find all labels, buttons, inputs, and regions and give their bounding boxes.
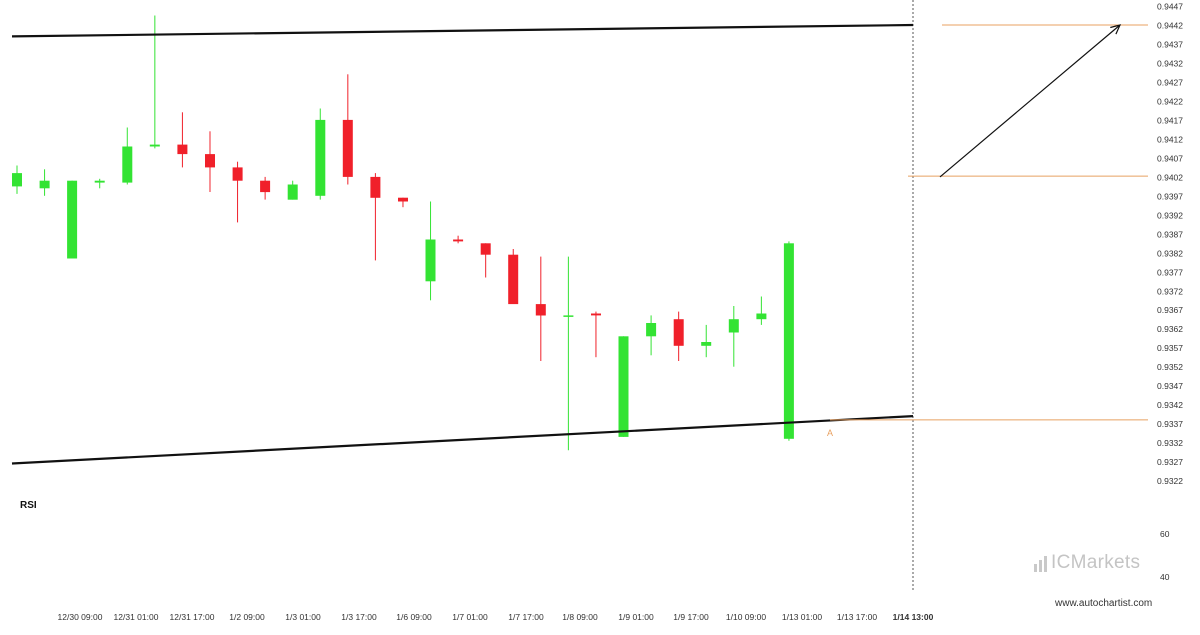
support-line [11,415,914,465]
candle-down [398,197,408,202]
broker-logo-icon [1034,554,1047,572]
x-tick-label: 1/7 01:00 [452,612,488,622]
candle-down [535,304,546,316]
x-tick-label: 1/9 17:00 [673,612,709,622]
candle-up [756,313,767,320]
forecast-arrow-head [1110,24,1122,35]
broker-logo: ICMarkets [1034,550,1140,576]
rsi-tick-label: 40 [1160,572,1170,582]
y-tick-label: 0.9327 [1157,457,1183,467]
y-tick-label: 0.9427 [1157,77,1183,87]
rsi-tick-label: 60 [1160,529,1170,539]
x-tick-label: 1/10 09:00 [726,612,766,622]
x-tick-label: 1/13 01:00 [782,612,822,622]
candle-down [508,254,519,305]
x-tick-label: 12/31 01:00 [114,612,159,622]
pattern-point-label: A [827,428,833,438]
x-tick-label: 1/7 17:00 [508,612,544,622]
y-tick-label: 0.9432 [1157,59,1183,69]
x-tick-label: 1/2 09:00 [229,612,265,622]
y-tick-label: 0.9387 [1157,229,1183,239]
candle-up [783,243,794,439]
candle-up [39,180,50,189]
y-tick-label: 0.9437 [1157,40,1183,50]
candle-down [205,154,215,168]
candle-down [342,119,353,177]
candle-up [122,146,133,183]
y-tick-label: 0.9407 [1157,153,1183,163]
x-tick-label: 1/13 17:00 [837,612,877,622]
y-tick-label: 0.9397 [1157,191,1183,201]
broker-logo-text: ICMarkets [1051,552,1141,573]
y-tick-label: 0.9382 [1157,248,1183,258]
candle-down [591,313,601,316]
candle-up [728,319,739,333]
y-tick-label: 0.9417 [1157,115,1183,125]
x-tick-label: 1/6 09:00 [396,612,432,622]
y-tick-label: 0.9337 [1157,419,1183,429]
candle-up [12,173,22,187]
candle-up [94,180,105,183]
y-tick-label: 0.9442 [1157,21,1183,31]
y-tick-label: 0.9362 [1157,324,1183,334]
y-tick-label: 0.9322 [1157,476,1183,486]
resistance-line [11,23,914,38]
candle-down [673,319,684,346]
y-tick-label: 0.9347 [1157,381,1183,391]
x-tick-label: 1/14 13:00 [893,612,934,622]
y-tick-label: 0.9352 [1157,362,1183,372]
x-tick-label: 1/3 17:00 [341,612,377,622]
y-tick-label: 0.9367 [1157,305,1183,315]
candle-up [701,342,712,346]
x-tick-label: 1/9 01:00 [618,612,654,622]
rsi-label: RSI [20,500,37,511]
y-tick-label: 0.9447 [1157,2,1183,12]
y-tick-label: 0.9422 [1157,96,1183,106]
x-tick-label: 12/30 09:00 [58,612,103,622]
y-tick-label: 0.9392 [1157,210,1183,220]
forecast-arrow-line [939,24,1121,178]
candle-down [453,239,464,242]
y-tick-label: 0.9357 [1157,343,1183,353]
candle-up [287,184,298,200]
candle-up [67,180,78,259]
candle-down [232,167,243,181]
candle-up [425,239,436,282]
source-credit: www.autochartist.com [1055,598,1153,609]
candle-down [260,180,271,193]
candle-up [563,315,574,317]
candle-down [370,176,381,198]
candle-up [315,119,326,196]
x-tick-label: 1/3 01:00 [285,612,321,622]
x-tick-label: 12/31 17:00 [170,612,215,622]
candle-down [177,144,188,155]
candle-up [646,323,657,337]
y-tick-label: 0.9372 [1157,286,1183,296]
x-tick-label: 1/8 09:00 [562,612,598,622]
y-tick-label: 0.9342 [1157,400,1183,410]
candle-up [618,336,629,437]
candle-up [149,144,160,147]
y-tick-label: 0.9402 [1157,172,1183,182]
y-tick-label: 0.9412 [1157,134,1183,144]
candle-down [480,243,491,255]
y-tick-label: 0.9377 [1157,267,1183,277]
y-tick-label: 0.9332 [1157,438,1183,448]
